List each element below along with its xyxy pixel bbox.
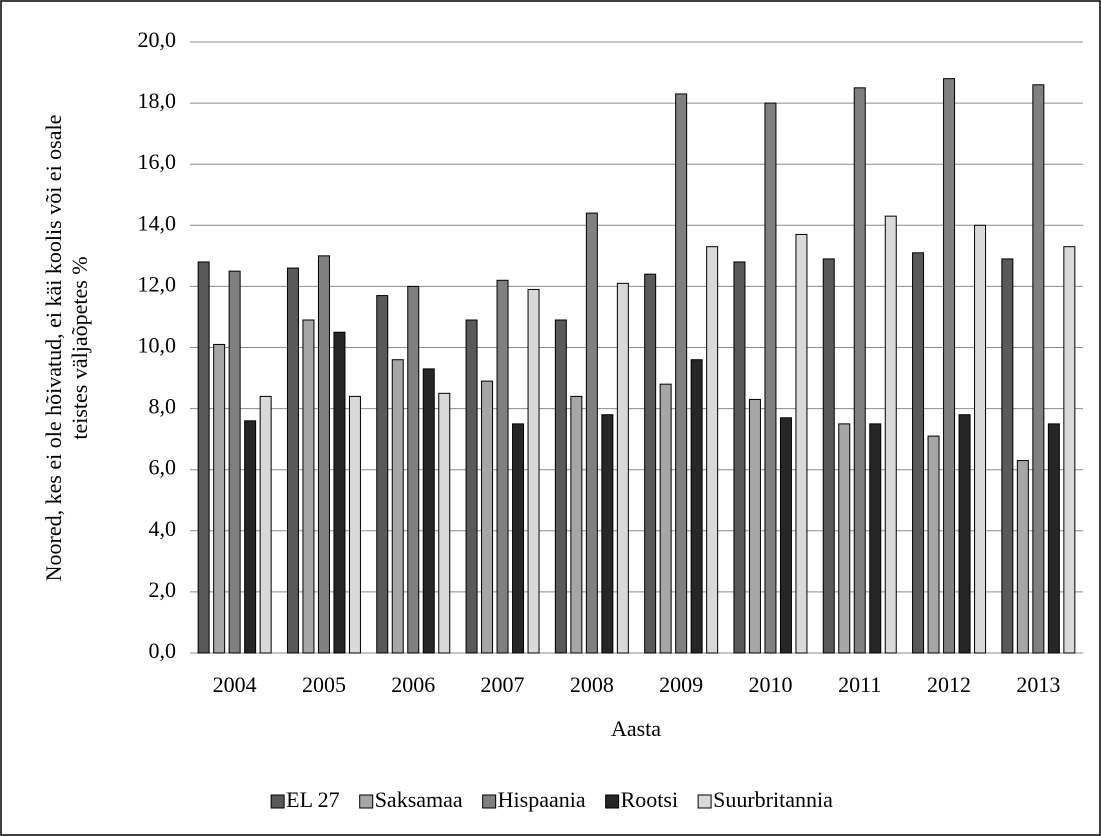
bar (912, 252, 925, 654)
y-tick-label: 4,0 (149, 516, 177, 541)
bar (974, 224, 987, 654)
legend-swatch (359, 794, 374, 809)
bar (616, 282, 629, 654)
y-tick-label: 14,0 (138, 210, 177, 235)
bar (1047, 423, 1060, 654)
y-tick-label: 2,0 (149, 577, 177, 602)
bar (748, 398, 761, 654)
bar (228, 270, 241, 654)
bar (869, 423, 882, 654)
legend-swatch (697, 794, 712, 809)
y-tick-label: 20,0 (138, 27, 177, 52)
bar (554, 319, 567, 654)
bar (438, 392, 451, 654)
bar (570, 395, 583, 654)
x-tick-label: 2007 (481, 672, 525, 697)
bar (197, 261, 210, 654)
bar (659, 383, 672, 654)
bar (481, 380, 494, 654)
bar (795, 233, 808, 654)
bar (259, 395, 272, 654)
bar (1016, 460, 1029, 654)
bar (302, 319, 315, 654)
legend-label: Saksamaa (375, 787, 463, 812)
bar (348, 395, 361, 654)
bar (943, 78, 956, 654)
bar (644, 273, 657, 654)
x-tick-label: 2004 (213, 672, 257, 697)
bar (465, 319, 478, 654)
x-tick-label: 2010 (748, 672, 792, 697)
y-tick-label: 16,0 (138, 149, 177, 174)
bar (391, 359, 404, 654)
bar (333, 331, 346, 654)
bar (779, 417, 792, 654)
bar (1063, 246, 1076, 654)
bar (585, 212, 598, 654)
legend-swatch (482, 794, 497, 809)
bar (690, 359, 703, 654)
bar (244, 420, 257, 654)
bar (958, 414, 971, 654)
bar (376, 295, 389, 654)
bar (286, 267, 299, 654)
x-tick-label: 2005 (302, 672, 346, 697)
bar (213, 343, 226, 654)
y-tick-label: 18,0 (138, 88, 177, 113)
bar (317, 255, 330, 654)
y-axis-title: Noored, kes ei ole hõivatud, ei käi kool… (41, 115, 92, 582)
bar (675, 93, 688, 654)
x-tick-label: 2008 (570, 672, 614, 697)
y-tick-label: 6,0 (149, 455, 177, 480)
y-axis-title-line: teistes väljaõpetes % (67, 256, 92, 439)
legend-label: Suurbritannia (713, 787, 833, 812)
bar (927, 435, 940, 654)
bar (1032, 84, 1045, 654)
bar (884, 215, 897, 654)
bar (422, 368, 435, 654)
bar (527, 288, 540, 654)
x-tick-label: 2013 (1016, 672, 1060, 697)
x-tick-label: 2006 (391, 672, 435, 697)
x-axis-title: Aasta (611, 716, 661, 741)
y-axis-title-line: Noored, kes ei ole hõivatud, ei käi kool… (41, 115, 66, 582)
legend-label: Hispaania (498, 787, 586, 812)
bar (407, 285, 420, 654)
bar (706, 246, 719, 654)
y-tick-label: 10,0 (138, 333, 177, 358)
x-tick-label: 2011 (838, 672, 881, 697)
bar (853, 87, 866, 654)
y-tick-label: 12,0 (138, 271, 177, 296)
legend-label: EL 27 (286, 787, 340, 812)
legend-swatch (605, 794, 620, 809)
x-tick-label: 2012 (927, 672, 971, 697)
x-tick-label: 2009 (659, 672, 703, 697)
y-tick-label: 8,0 (149, 394, 177, 419)
bar (601, 414, 614, 654)
bar (512, 423, 525, 654)
bar (1001, 258, 1014, 654)
bar (764, 102, 777, 654)
bar (496, 279, 509, 654)
bar (822, 258, 835, 654)
legend-label: Rootsi (621, 787, 678, 812)
bar (838, 423, 851, 654)
legend-swatch (270, 794, 285, 809)
y-tick-label: 0,0 (149, 638, 177, 663)
bar (733, 261, 746, 654)
